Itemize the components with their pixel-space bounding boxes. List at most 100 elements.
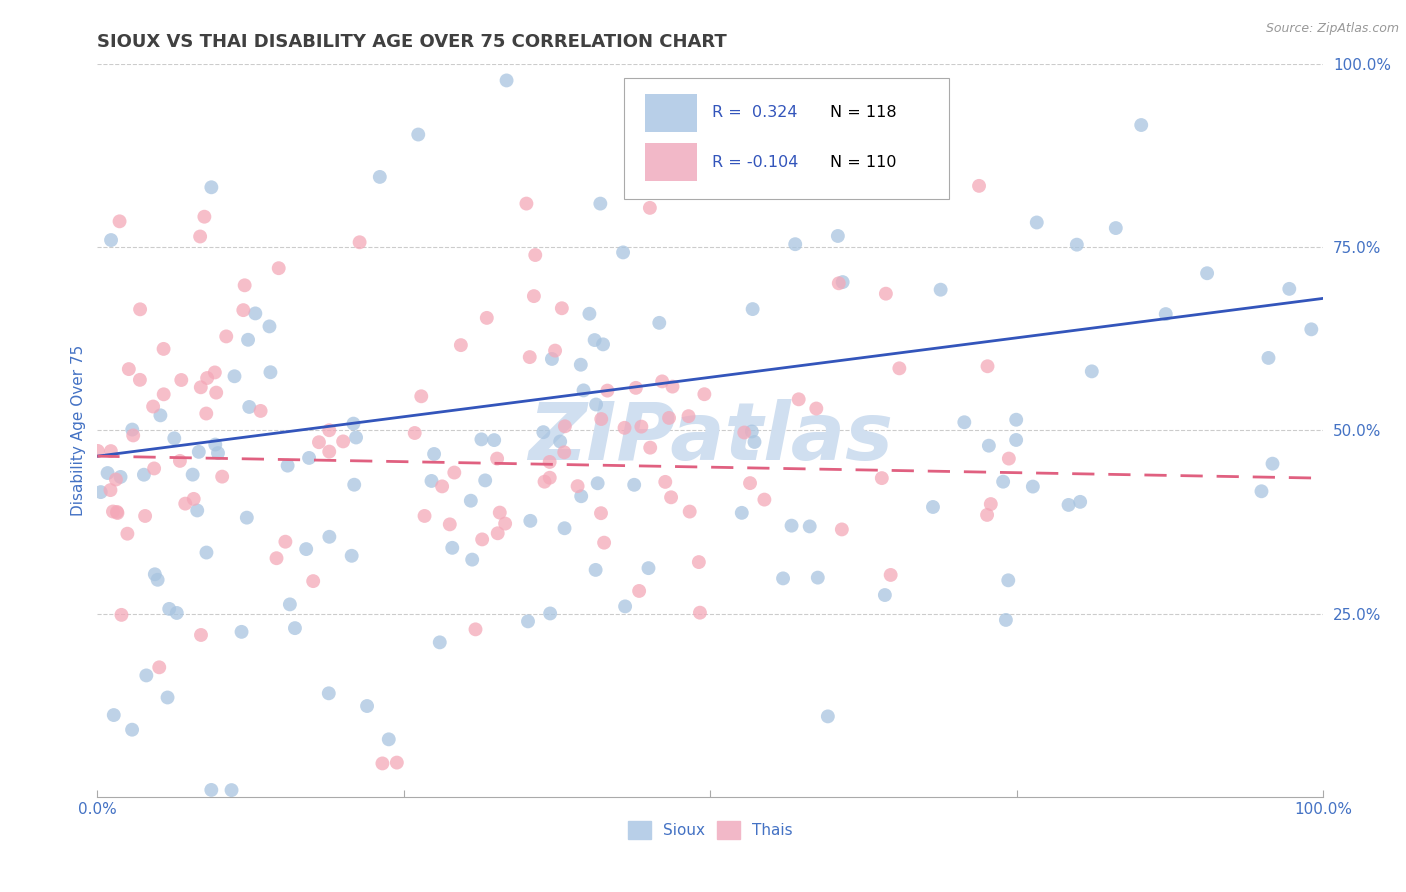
Point bbox=[107, 506, 129, 520]
Point bbox=[471, 533, 494, 547]
Point bbox=[1005, 433, 1028, 447]
Point bbox=[420, 474, 443, 488]
Point bbox=[406, 128, 429, 142]
Point bbox=[470, 433, 492, 447]
Point bbox=[980, 497, 1002, 511]
Point bbox=[1301, 322, 1323, 336]
Point bbox=[152, 387, 174, 401]
Point bbox=[232, 303, 254, 318]
Point bbox=[585, 397, 607, 411]
Point bbox=[875, 286, 897, 301]
Point bbox=[831, 275, 853, 289]
Point bbox=[651, 375, 673, 389]
Text: SIOUX VS THAI DISABILITY AGE OVER 75 CORRELATION CHART: SIOUX VS THAI DISABILITY AGE OVER 75 COR… bbox=[97, 33, 727, 51]
Point bbox=[186, 503, 208, 517]
Point bbox=[613, 421, 636, 435]
Point bbox=[342, 417, 364, 431]
Point bbox=[612, 245, 634, 260]
Point bbox=[486, 526, 509, 541]
Point bbox=[593, 535, 616, 549]
Point bbox=[1022, 479, 1045, 493]
Point bbox=[129, 302, 152, 317]
Point bbox=[215, 329, 238, 343]
Point bbox=[143, 567, 166, 582]
Point bbox=[195, 545, 218, 559]
Point bbox=[378, 732, 401, 747]
Point bbox=[831, 523, 853, 537]
Point bbox=[166, 606, 188, 620]
Point bbox=[149, 409, 172, 423]
Point bbox=[486, 451, 509, 466]
Point bbox=[207, 446, 229, 460]
Point bbox=[578, 307, 600, 321]
Point bbox=[356, 699, 378, 714]
Point bbox=[630, 419, 652, 434]
Point bbox=[733, 425, 755, 440]
Point bbox=[1057, 498, 1080, 512]
Point bbox=[515, 196, 537, 211]
Point bbox=[658, 411, 681, 425]
Point bbox=[589, 506, 612, 520]
Point bbox=[236, 510, 259, 524]
Point bbox=[585, 563, 607, 577]
Point bbox=[143, 461, 166, 475]
Point bbox=[538, 455, 561, 469]
Point bbox=[591, 412, 613, 426]
Point bbox=[318, 423, 340, 437]
Point bbox=[204, 437, 226, 451]
Point bbox=[211, 469, 233, 483]
Point bbox=[519, 514, 541, 528]
Point bbox=[592, 337, 614, 351]
Point bbox=[998, 451, 1021, 466]
Point bbox=[439, 517, 461, 532]
Point bbox=[475, 310, 498, 325]
Point bbox=[101, 504, 124, 518]
Point bbox=[100, 233, 122, 247]
Point bbox=[538, 607, 561, 621]
Point bbox=[90, 485, 112, 500]
Point bbox=[994, 613, 1017, 627]
Point bbox=[889, 361, 911, 376]
Point bbox=[693, 387, 716, 401]
Point bbox=[554, 521, 576, 535]
Point bbox=[738, 476, 761, 491]
Point bbox=[494, 516, 516, 531]
Text: ZIPatlas: ZIPatlas bbox=[527, 399, 893, 477]
Point bbox=[430, 479, 453, 493]
Point bbox=[295, 542, 318, 557]
Point bbox=[274, 534, 297, 549]
Point bbox=[1197, 266, 1219, 280]
Point bbox=[429, 635, 451, 649]
Point bbox=[554, 419, 576, 434]
Point bbox=[638, 201, 661, 215]
Point bbox=[284, 621, 307, 635]
Point bbox=[1261, 457, 1284, 471]
Point bbox=[953, 415, 976, 429]
Point bbox=[596, 384, 619, 398]
Point bbox=[110, 470, 132, 484]
Text: Source: ZipAtlas.com: Source: ZipAtlas.com bbox=[1265, 22, 1399, 36]
Point bbox=[799, 519, 821, 533]
Point bbox=[1154, 307, 1177, 321]
Point bbox=[231, 624, 253, 639]
Point bbox=[583, 333, 606, 347]
Point bbox=[1066, 237, 1088, 252]
Point bbox=[277, 458, 299, 473]
Point bbox=[118, 362, 141, 376]
Point bbox=[976, 359, 998, 374]
Point bbox=[1025, 215, 1047, 229]
Point bbox=[553, 445, 575, 459]
Point bbox=[195, 407, 218, 421]
Point bbox=[134, 508, 156, 523]
Point bbox=[678, 409, 700, 424]
Point bbox=[221, 783, 243, 797]
Point bbox=[523, 289, 546, 303]
Point bbox=[731, 506, 754, 520]
Point bbox=[614, 599, 637, 614]
Point bbox=[1130, 118, 1153, 132]
Point bbox=[827, 229, 849, 244]
Point bbox=[349, 235, 371, 250]
Point bbox=[308, 435, 330, 450]
Point bbox=[148, 660, 170, 674]
Point bbox=[741, 425, 763, 439]
